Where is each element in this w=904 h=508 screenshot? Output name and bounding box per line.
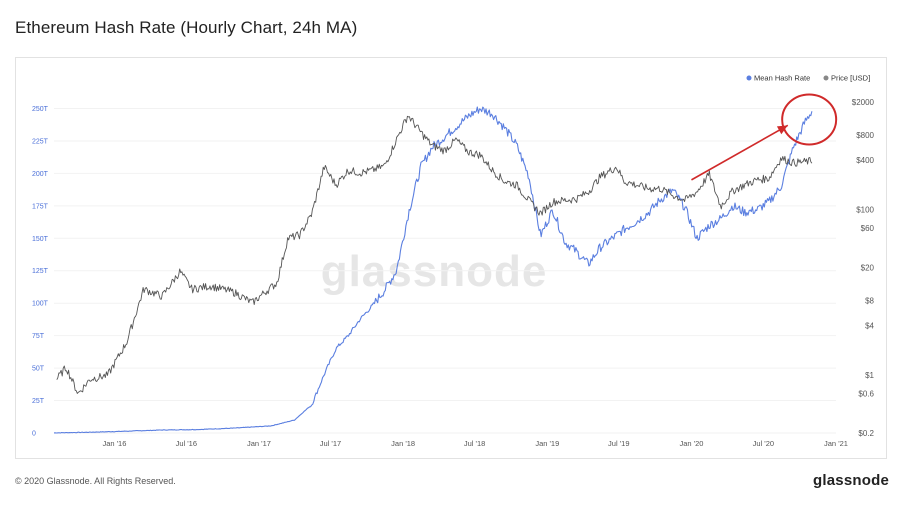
- right-tick-label: $60: [861, 224, 875, 233]
- left-tick-label: 150T: [32, 236, 49, 243]
- x-tick-label: Jul '19: [608, 439, 629, 448]
- right-tick-label: $0.6: [858, 390, 874, 399]
- brand-logo: glassnode: [813, 472, 889, 489]
- right-tick-label: $2000: [852, 98, 875, 107]
- grid-layer: [54, 107, 836, 434]
- footer-copyright: © 2020 Glassnode. All Rights Reserved.: [15, 476, 176, 486]
- left-tick-label: 25T: [32, 398, 45, 405]
- right-tick-label: $100: [856, 206, 874, 215]
- x-tick-label: Jul '17: [320, 439, 341, 448]
- annotation-circle: [781, 93, 838, 146]
- legend-label: Mean Hash Rate: [754, 74, 810, 83]
- left-tick-label: 200T: [32, 171, 49, 178]
- chart-panel: glassnode 0 25T 50T 75T 100T 125T 150T 175T 200T…: [15, 57, 887, 459]
- right-tick-label: $1: [865, 371, 874, 380]
- x-tick-label: Jan '20: [679, 439, 703, 448]
- annotations-layer: [691, 93, 838, 181]
- legend-label: Price [USD]: [831, 74, 870, 83]
- right-tick-label: $8: [865, 296, 874, 305]
- annotation-arrow-head: [776, 125, 788, 135]
- price-series-line: [56, 115, 813, 394]
- left-tick-label: 0: [32, 431, 36, 438]
- hash-rate-series-line: [53, 106, 813, 434]
- annotation-arrow-line: [691, 124, 789, 181]
- left-tick-label: 75T: [32, 333, 45, 340]
- left-tick-label: 225T: [32, 138, 49, 145]
- x-tick-label: Jul '16: [176, 439, 197, 448]
- page-title: Ethereum Hash Rate (Hourly Chart, 24h MA…: [15, 18, 358, 37]
- series-layer: [53, 106, 813, 434]
- hash-rate-chart: glassnode 0 25T 50T 75T 100T 125T 150T 175T 200T…: [32, 74, 875, 449]
- right-axis: $0.2 $0.6 $1 $4 $8 $20 $60 $100 $400 $800 $2000: [852, 98, 875, 438]
- left-tick-label: 125T: [32, 268, 49, 275]
- x-tick-label: Jan '16: [102, 439, 126, 448]
- x-tick-label: Jan '17: [247, 439, 271, 448]
- legend-swatch: [746, 75, 752, 81]
- left-tick-label: 50T: [32, 366, 45, 373]
- right-tick-label: $800: [856, 131, 874, 140]
- legend-swatch: [823, 75, 829, 81]
- x-tick-label: Jul '18: [464, 439, 485, 448]
- left-tick-label: 250T: [32, 106, 49, 113]
- right-tick-label: $400: [856, 156, 874, 165]
- left-tick-label: 100T: [32, 301, 49, 308]
- x-tick-label: Jul '20: [753, 439, 774, 448]
- legend: Mean Hash Rate Price [USD]: [746, 74, 870, 83]
- watermark-text: glassnode: [321, 247, 548, 296]
- left-axis: 0 25T 50T 75T 100T 125T 150T 175T 200T 225T 250T: [32, 106, 49, 438]
- right-tick-label: $4: [865, 321, 874, 330]
- right-tick-label: $20: [861, 264, 875, 273]
- x-axis: Jan '16 Jul '16 Jan '17 Jul '17 Jan '18 Jul '…: [102, 439, 848, 448]
- right-tick-label: $0.2: [858, 429, 874, 438]
- left-tick-label: 175T: [32, 203, 49, 210]
- x-tick-label: Jan '21: [824, 439, 848, 448]
- x-tick-label: Jan '18: [391, 439, 415, 448]
- x-tick-label: Jan '19: [535, 439, 559, 448]
